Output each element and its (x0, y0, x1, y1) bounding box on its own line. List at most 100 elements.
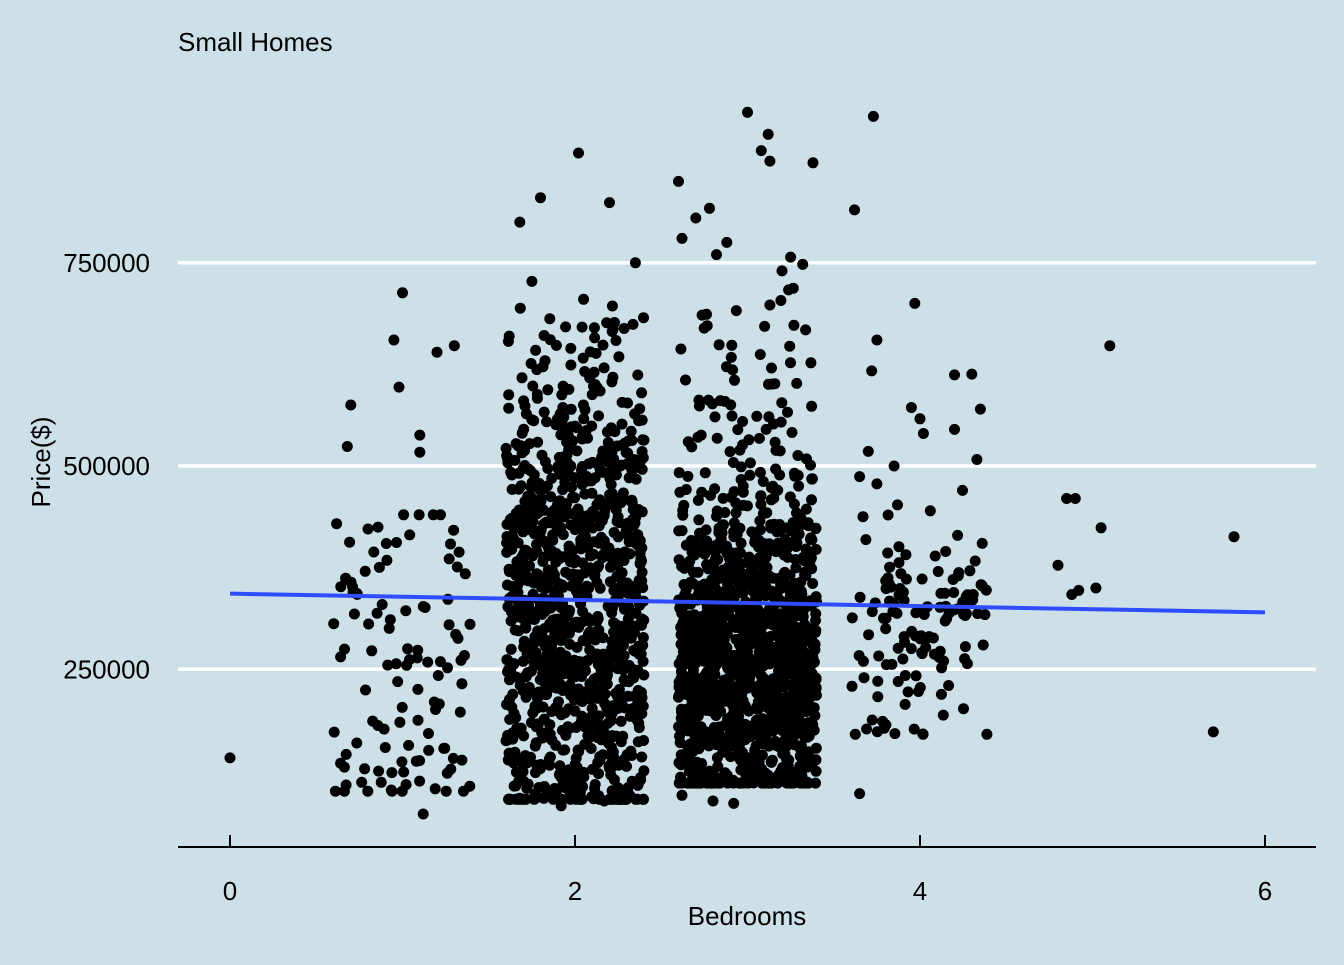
data-point (533, 506, 545, 518)
data-point (677, 509, 689, 521)
data-point (552, 696, 564, 708)
data-point (808, 656, 820, 668)
data-point (711, 432, 723, 444)
data-point (893, 541, 905, 553)
data-point (627, 513, 639, 525)
data-point (559, 606, 571, 618)
data-point (1228, 531, 1240, 543)
data-point (781, 753, 792, 765)
data-point (591, 615, 603, 627)
data-point (412, 644, 424, 656)
data-point (582, 628, 594, 640)
data-point (717, 492, 729, 504)
data-point (966, 368, 978, 380)
data-point (514, 510, 526, 522)
data-point (335, 651, 347, 663)
data-point (695, 532, 707, 544)
data-point (417, 808, 429, 820)
data-point (586, 791, 598, 803)
data-point (587, 506, 598, 518)
data-point (557, 661, 569, 673)
data-point (880, 623, 892, 635)
data-point (604, 489, 616, 501)
data-point (810, 615, 821, 626)
data-point (732, 424, 744, 436)
data-point (908, 723, 920, 735)
data-point (634, 403, 646, 415)
x-tick-label: 0 (223, 876, 237, 906)
data-point (635, 686, 647, 698)
data-point (518, 423, 530, 435)
data-point (718, 674, 730, 686)
data-point (432, 670, 444, 681)
data-point (368, 546, 380, 558)
data-point (561, 506, 573, 518)
data-point (914, 632, 926, 644)
data-point (328, 618, 340, 630)
data-point (518, 641, 530, 653)
data-point (702, 699, 714, 711)
data-point (552, 461, 564, 472)
data-point (341, 441, 353, 452)
data-point (943, 680, 955, 691)
data-point (447, 752, 459, 764)
data-point (771, 523, 783, 535)
data-point (443, 553, 455, 565)
data-point (345, 399, 357, 411)
data-point (513, 569, 525, 581)
data-point (417, 601, 429, 612)
data-point (454, 706, 466, 718)
data-point (772, 484, 784, 496)
data-point (615, 459, 627, 471)
data-point (708, 644, 720, 656)
data-point (685, 765, 696, 777)
data-point (571, 663, 583, 675)
data-point (709, 483, 721, 495)
data-point (604, 197, 615, 209)
data-point (224, 752, 236, 764)
data-point (612, 511, 624, 523)
data-point (516, 764, 528, 776)
data-point (539, 355, 551, 367)
data-point (612, 547, 624, 559)
data-point (797, 258, 809, 270)
data-point (791, 377, 803, 389)
data-point (382, 659, 394, 671)
data-point (633, 538, 645, 550)
data-point (710, 552, 722, 564)
data-point (854, 591, 866, 603)
data-point (727, 457, 739, 468)
data-point (729, 717, 741, 729)
data-point (695, 777, 707, 789)
data-point (502, 601, 514, 613)
data-point (703, 740, 715, 752)
data-point (770, 463, 782, 475)
data-point (583, 582, 595, 594)
data-point (795, 585, 807, 597)
data-point (920, 641, 932, 653)
data-point (807, 640, 819, 652)
data-point (392, 676, 404, 688)
data-point (525, 665, 537, 677)
data-point (737, 416, 749, 427)
data-point (691, 676, 703, 688)
data-point (396, 701, 408, 713)
data-point (871, 334, 883, 346)
data-point (506, 469, 518, 481)
data-point (748, 777, 760, 789)
data-point (887, 606, 899, 617)
data-point (593, 768, 604, 780)
data-point (631, 455, 643, 467)
data-point (793, 480, 805, 492)
data-point (366, 645, 378, 657)
trend-line (229, 591, 1266, 615)
data-point (728, 797, 740, 809)
data-point (910, 607, 922, 619)
data-point (867, 110, 879, 122)
data-point (388, 334, 400, 346)
data-point (846, 680, 858, 692)
data-point (529, 614, 540, 625)
data-point (617, 730, 629, 742)
data-point (958, 703, 969, 715)
data-point (744, 633, 756, 645)
